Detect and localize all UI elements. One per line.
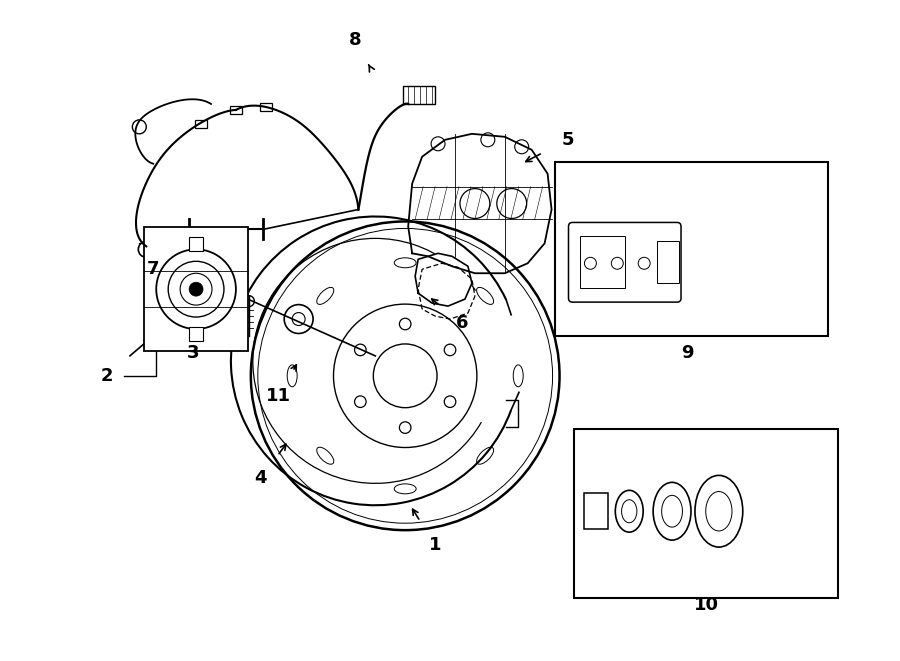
Bar	[657, 241, 679, 283]
Text: 4: 4	[255, 469, 267, 487]
Circle shape	[611, 257, 624, 269]
Bar	[554, 162, 828, 336]
Bar	[189, 327, 203, 341]
Circle shape	[584, 257, 597, 269]
Text: 8: 8	[349, 31, 362, 49]
Circle shape	[460, 188, 490, 219]
Bar	[144, 227, 248, 351]
Text: 5: 5	[562, 131, 574, 149]
Bar	[584, 493, 608, 529]
Text: 6: 6	[455, 314, 468, 332]
Ellipse shape	[622, 500, 637, 523]
Circle shape	[132, 120, 147, 134]
Text: 2: 2	[100, 367, 112, 385]
Circle shape	[292, 313, 305, 325]
Bar	[230, 106, 242, 114]
Bar	[403, 86, 435, 104]
FancyBboxPatch shape	[569, 223, 681, 302]
Text: 10: 10	[695, 596, 719, 614]
Circle shape	[431, 137, 445, 151]
Circle shape	[515, 140, 528, 154]
Ellipse shape	[653, 483, 691, 540]
Ellipse shape	[616, 490, 644, 532]
Circle shape	[638, 257, 650, 269]
Circle shape	[139, 241, 154, 257]
Bar	[580, 237, 626, 288]
Bar	[260, 103, 272, 111]
Text: 1: 1	[428, 536, 441, 554]
Circle shape	[481, 133, 495, 147]
Circle shape	[497, 188, 526, 219]
Ellipse shape	[662, 495, 682, 527]
Ellipse shape	[706, 492, 732, 531]
Bar	[195, 120, 207, 128]
Text: 7: 7	[147, 260, 159, 278]
Bar	[189, 237, 203, 251]
Circle shape	[284, 305, 313, 334]
Ellipse shape	[695, 475, 742, 547]
Text: 9: 9	[680, 344, 693, 362]
Text: 3: 3	[187, 344, 199, 362]
Bar	[574, 428, 839, 598]
Circle shape	[189, 282, 203, 296]
Polygon shape	[415, 253, 472, 306]
Text: 11: 11	[266, 387, 292, 405]
Circle shape	[157, 249, 236, 329]
Circle shape	[243, 295, 255, 307]
